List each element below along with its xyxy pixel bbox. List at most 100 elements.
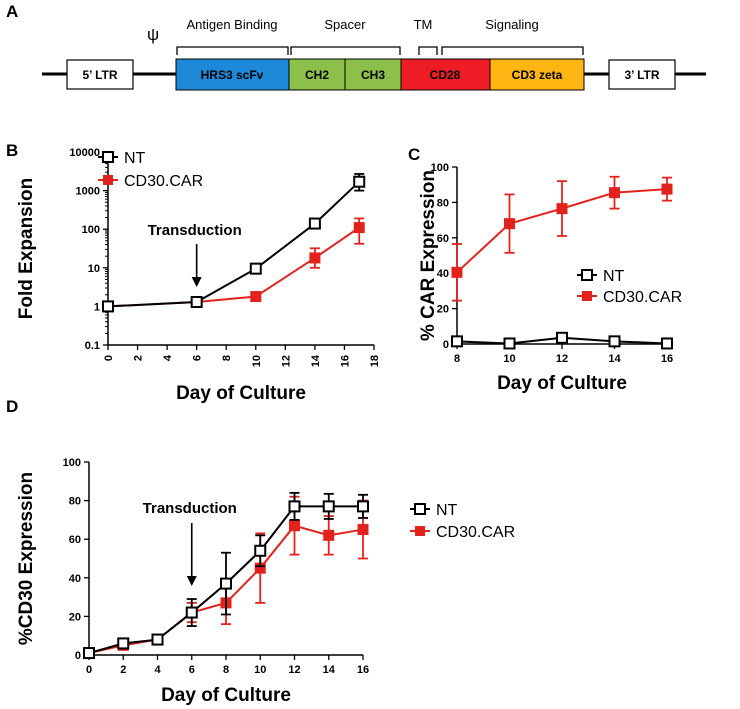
- car-legend-marker: [103, 175, 113, 185]
- panel-letter-c: C: [408, 145, 420, 164]
- segment-hrs3-label: HRS3 scFv: [201, 68, 264, 82]
- x-tick-label: 12: [556, 353, 568, 365]
- car-series-line: [107, 226, 360, 308]
- x-tick-label: 10: [251, 355, 263, 367]
- nt-data-point: [451, 335, 463, 348]
- x-tick-label: 0: [103, 355, 115, 361]
- chart-car-expression: 0 20 40 60 80 100 8 10 12 14 16 Day of Culture % CAR…: [418, 162, 682, 394]
- psi-label: ψ: [147, 25, 159, 44]
- y-tick-label: 1: [94, 301, 100, 313]
- x-tick-label: 8: [223, 664, 229, 676]
- car-data-point: [451, 266, 463, 278]
- nt-data-point: [503, 337, 516, 350]
- transduction-arrow-head: [186, 576, 197, 586]
- car-data-point: [556, 203, 568, 215]
- bracket-spacer: [290, 46, 401, 55]
- nt-data-point: [357, 500, 369, 513]
- x-tick-label: 14: [323, 664, 336, 676]
- x-tick-label: 14: [608, 353, 621, 365]
- y-tick-label: 20: [437, 304, 449, 316]
- nt-data-point: [288, 500, 301, 513]
- y-tick-label: 60: [69, 534, 81, 546]
- chart-cd30-expression: 0 20 40 60 80 100 0 2 4 6 8 10 12 14 16 Day of Culture%…: [16, 457, 515, 706]
- y-tick-label: 1000: [76, 186, 100, 198]
- x-tick-label: 16: [339, 355, 351, 367]
- nt-data-point: [353, 175, 366, 188]
- x-tick-label: 8: [221, 355, 233, 361]
- y-axis-title: % CAR Expression: [418, 170, 439, 341]
- x-tick-label: 4: [162, 354, 174, 361]
- bracket-antigen-binding: [176, 46, 289, 55]
- car-data-point: [250, 291, 262, 303]
- y-tick-label: 0.1: [85, 340, 100, 352]
- car-data-point: [357, 524, 369, 536]
- x-axis-title: Day of Culture: [161, 685, 291, 706]
- y-tick-label: 100: [63, 457, 81, 469]
- x-tick-label: 14: [310, 354, 322, 367]
- car-data-point: [289, 520, 300, 532]
- group-spacer: Spacer: [324, 17, 366, 32]
- ltr3-box: [608, 59, 676, 90]
- x-tick-label: 6: [192, 355, 204, 361]
- ltr3-label: 3’ LTR: [624, 68, 659, 82]
- y-tick-label: 10: [88, 263, 100, 275]
- car-data-point: [323, 529, 335, 541]
- panel-letter-a: A: [6, 2, 18, 21]
- car-legend-label: CD30.CAR: [124, 173, 203, 190]
- nt-data-point: [608, 335, 621, 348]
- nt-data-point: [308, 217, 321, 230]
- x-tick-label: 10: [503, 353, 515, 365]
- y-tick-label: 100: [431, 162, 449, 174]
- nt-data-point: [322, 500, 335, 513]
- nt-series-line: [107, 180, 360, 308]
- car-data-point: [309, 252, 321, 264]
- car-data-point: [609, 187, 620, 199]
- x-tick-label: 18: [369, 355, 381, 367]
- x-tick-label: 6: [189, 664, 195, 676]
- x-tick-label: 2: [120, 664, 126, 676]
- group-antigen-binding: Antigen Binding: [186, 17, 277, 32]
- nt-data-point: [556, 331, 568, 344]
- segment-ch3-label: CH3: [361, 68, 385, 82]
- ltr5-label: 5’ LTR: [82, 68, 117, 82]
- segment-cd3zeta: [489, 58, 585, 91]
- transduction-label: Transduction: [148, 222, 242, 239]
- nt-data-point: [83, 647, 95, 660]
- transduction-label: Transduction: [143, 500, 237, 517]
- bracket-tm: [418, 46, 438, 55]
- transduction-arrow-head: [191, 277, 202, 287]
- nt-data-point: [117, 637, 130, 650]
- nt-legend-marker: [414, 503, 426, 515]
- car-legend-label: CD30.CAR: [436, 524, 515, 541]
- nt-data-point: [102, 300, 114, 313]
- y-tick-label: 80: [437, 197, 449, 209]
- car-data-point: [661, 183, 673, 195]
- x-tick-label: 2: [133, 355, 145, 361]
- car-data-point: [504, 218, 515, 230]
- y-tick-label: 0: [75, 650, 81, 662]
- nt-legend-marker: [102, 151, 114, 163]
- x-axis-title: Day of Culture: [497, 373, 627, 394]
- construct-diagram: 5’ LTR ψ 3’ LTR HRS3 scFv CH2 CH3 CD28 C…: [42, 17, 706, 91]
- bracket-signaling: [441, 46, 584, 55]
- x-axis-title: Day of Culture: [176, 383, 306, 404]
- y-tick-label: 100: [82, 224, 100, 236]
- x-tick-label: 16: [357, 664, 369, 676]
- x-tick-label: 12: [288, 664, 300, 676]
- car-legend-marker: [582, 291, 592, 301]
- segment-cd3zeta-label: CD3 zeta: [512, 68, 563, 82]
- panel-letter-d: D: [6, 397, 18, 416]
- x-tick-label: 10: [254, 664, 266, 676]
- y-axis-title: Fold Expansion: [16, 178, 37, 319]
- nt-data-point: [190, 296, 203, 309]
- y-tick-label: 60: [437, 233, 449, 245]
- car-data-point: [353, 222, 365, 234]
- car-legend-label: CD30.CAR: [603, 289, 682, 306]
- x-tick-label: 8: [454, 353, 460, 365]
- nt-legend-label: NT: [603, 268, 625, 285]
- chart-fold-expansion: 0.1 1 10 100 1000 10000 0 2 4 6 8 10 12 14 16 18 Day of …: [16, 147, 381, 404]
- segment-hrs3: [175, 58, 290, 91]
- x-tick-label: 0: [86, 664, 92, 676]
- ltr5-box: [66, 59, 134, 90]
